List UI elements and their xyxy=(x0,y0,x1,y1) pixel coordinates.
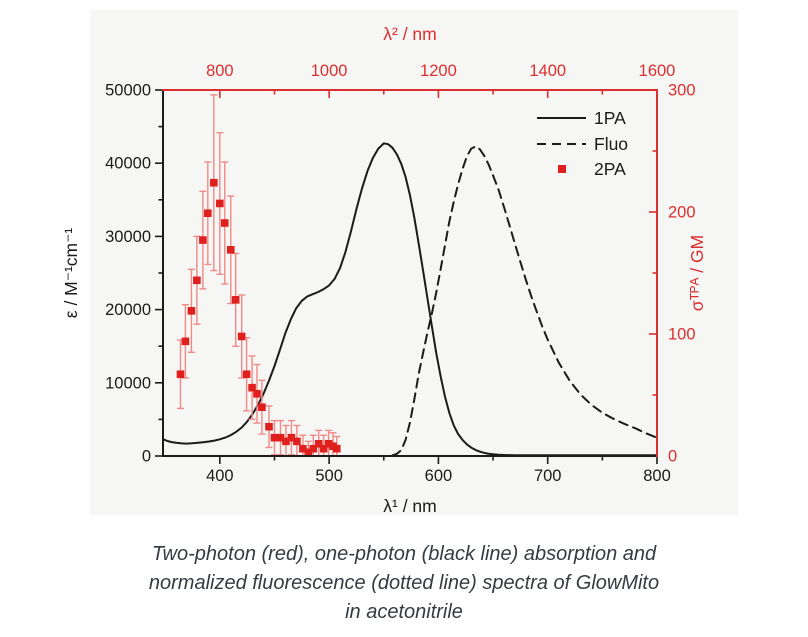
right-axis-title: σᵀᴾᴬ / GM xyxy=(687,235,707,311)
data-point-square xyxy=(293,437,301,446)
y2-tick-label: 300 xyxy=(668,82,696,100)
data-point-square xyxy=(282,437,290,446)
data-point-square xyxy=(324,440,333,448)
data-point-square xyxy=(216,199,224,208)
data-point-square xyxy=(210,178,218,187)
series-fluo-line xyxy=(391,145,658,457)
figure-panel xyxy=(90,10,738,515)
x-tick-label: 400 xyxy=(206,467,234,485)
data-point-square xyxy=(265,422,273,431)
data-point-square xyxy=(304,448,313,457)
x2-tick-label: 1200 xyxy=(420,62,457,80)
y-tick-label: 10000 xyxy=(105,374,151,392)
bottom-axis-title: λ¹ / nm xyxy=(383,496,436,516)
top-axis-title: λ² / nm xyxy=(383,24,436,44)
legend-entry-fluo: Fluo xyxy=(537,134,628,154)
data-point-square xyxy=(193,276,201,285)
caption-line-3: in acetonitrile xyxy=(345,601,463,623)
x2-tick-label: 1400 xyxy=(529,62,566,80)
data-point-square xyxy=(181,337,190,346)
data-point-square xyxy=(220,219,229,227)
data-point-square xyxy=(237,332,246,341)
x-tick-label: 800 xyxy=(643,467,671,485)
legend-label: 2PA xyxy=(594,159,626,179)
y-tick-label: 30000 xyxy=(105,228,151,246)
data-point-square xyxy=(242,370,251,379)
series-2pa-points xyxy=(176,178,341,457)
legend-label: 1PA xyxy=(594,108,626,128)
data-point-square xyxy=(187,307,196,315)
data-point-square xyxy=(314,440,323,448)
data-point-square xyxy=(253,389,261,398)
y2-tick-label: 200 xyxy=(668,204,696,222)
data-point-square xyxy=(258,403,266,411)
data-point-square xyxy=(309,444,318,453)
legend-entry-2pa: 2PA xyxy=(558,159,626,179)
data-point-square xyxy=(226,246,235,254)
caption-line-1: Two-photon (red), one-photon (black line… xyxy=(151,543,657,565)
data-point-square xyxy=(176,370,185,379)
data-point-square xyxy=(231,296,240,304)
data-point-square xyxy=(204,209,212,218)
legend-entry-1pa: 1PA xyxy=(537,108,626,128)
legend-label: Fluo xyxy=(594,134,628,154)
y-tick-label: 0 xyxy=(142,448,151,466)
x-tick-label: 700 xyxy=(534,467,562,485)
x2-tick-label: 1000 xyxy=(311,62,348,80)
data-point-square xyxy=(332,444,341,453)
figure-caption: Two-photon (red), one-photon (black line… xyxy=(0,540,808,627)
y2-tick-label: 0 xyxy=(668,448,677,466)
data-point-square xyxy=(199,236,207,244)
data-point-square xyxy=(299,444,307,453)
legend: 1PA Fluo 2PA xyxy=(537,108,628,179)
x2-tick-label: 1600 xyxy=(639,62,676,80)
x-tick-label: 500 xyxy=(315,467,343,485)
data-point-square xyxy=(319,444,328,453)
left-axis-title: ε / M⁻¹cm⁻¹ xyxy=(61,228,81,319)
data-point-square xyxy=(287,433,296,442)
data-point-square xyxy=(329,442,337,451)
data-point-square xyxy=(270,433,279,442)
x-tick-label: 600 xyxy=(425,467,453,485)
y-tick-label: 20000 xyxy=(105,301,151,319)
legend-square-swatch xyxy=(558,165,566,173)
y2-tick-label: 100 xyxy=(668,326,696,344)
data-point-square xyxy=(276,433,285,442)
y-tick-label: 50000 xyxy=(105,82,151,100)
series-1pa-line xyxy=(162,142,658,457)
x2-tick-label: 800 xyxy=(206,62,234,80)
plot-frame xyxy=(162,89,658,457)
data-point-square xyxy=(248,383,256,392)
caption-line-2: normalized fluorescence (dotted line) sp… xyxy=(148,572,660,594)
y-tick-label: 40000 xyxy=(105,155,151,173)
